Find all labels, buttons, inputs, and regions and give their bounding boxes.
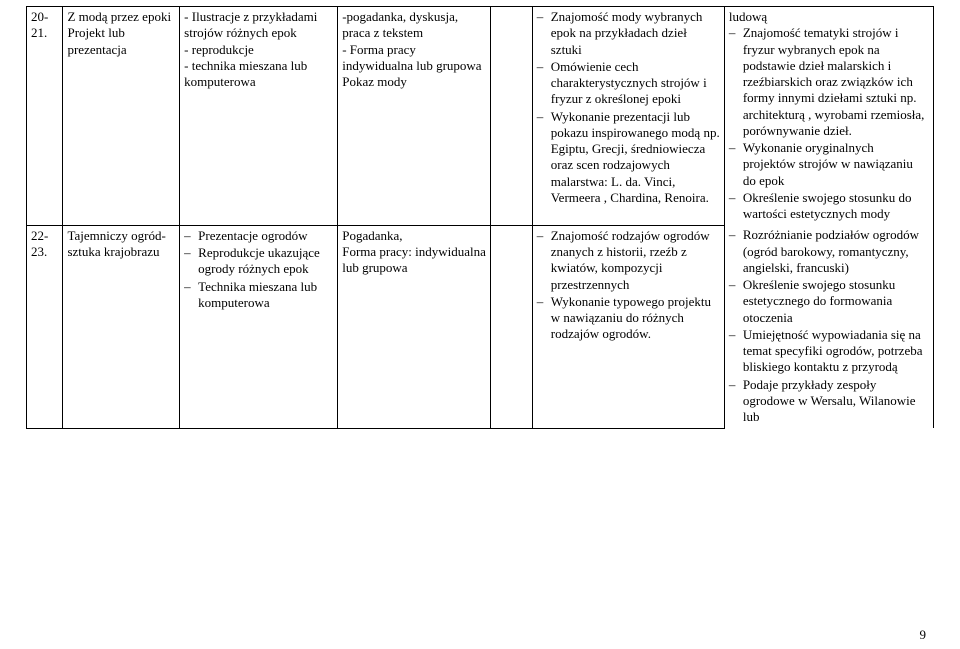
topic-text: Tajemniczy ogród- sztuka krajobrazu: [67, 228, 175, 261]
list-item: Określenie swojego stosunku estetycznego…: [729, 277, 929, 326]
list-item: Podaje przykłady zespoły ogrodowe w Wers…: [729, 377, 929, 426]
topic-text: Z modą przez epokiProjekt lub prezentacj…: [67, 9, 175, 58]
ext-list: Rozróżnianie podziałów ogrodów (ogród ba…: [729, 227, 929, 425]
cell-hours: [491, 225, 532, 428]
list-item: Znajomość tematyki strojów i fryzur wybr…: [729, 25, 929, 139]
cell-basic: Znajomość mody wybranych epok na przykła…: [532, 7, 724, 226]
page-number: 9: [920, 627, 927, 643]
page: 20-21. Z modą przez epokiProjekt lub pre…: [0, 0, 960, 649]
curriculum-table: 20-21. Z modą przez epokiProjekt lub pre…: [26, 6, 934, 429]
cell-num: 22-23.: [27, 225, 63, 428]
ext-pre: ludową: [729, 9, 929, 25]
list-item: Wykonanie typowego projektu w nawiązaniu…: [537, 294, 720, 343]
basic-list: Znajomość mody wybranych epok na przykła…: [537, 9, 720, 206]
cell-materials: - Ilustracje z przykładami strojów różny…: [180, 7, 338, 226]
list-item: Prezentacje ogrodów: [184, 228, 333, 244]
cell-topic: Z modą przez epokiProjekt lub prezentacj…: [63, 7, 180, 226]
ext-list: Znajomość tematyki strojów i fryzur wybr…: [729, 25, 929, 222]
table-row: 20-21. Z modą przez epokiProjekt lub pre…: [27, 7, 934, 226]
list-item: Znajomość rodzajów ogrodów znanych z his…: [537, 228, 720, 293]
list-item: Rozróżnianie podziałów ogrodów (ogród ba…: [729, 227, 929, 276]
list-item: Omówienie cech charakterystycznych stroj…: [537, 59, 720, 108]
list-item: Reprodukcje ukazujące ogrody różnych epo…: [184, 245, 333, 278]
basic-list: Znajomość rodzajów ogrodów znanych z his…: [537, 228, 720, 343]
materials-list: Prezentacje ogrodówReprodukcje ukazujące…: [184, 228, 333, 311]
list-item: Wykonanie oryginalnych projektów strojów…: [729, 140, 929, 189]
cell-num: 20-21.: [27, 7, 63, 226]
table-row: 22-23. Tajemniczy ogród- sztuka krajobra…: [27, 225, 934, 428]
methods-text: Pogadanka,Forma pracy: indywidualna lub …: [342, 228, 486, 277]
cell-ext: ludową Znajomość tematyki strojów i fryz…: [724, 7, 933, 226]
list-item: Umiejętność wypowiadania się na temat sp…: [729, 327, 929, 376]
cell-topic: Tajemniczy ogród- sztuka krajobrazu: [63, 225, 180, 428]
cell-methods: Pogadanka,Forma pracy: indywidualna lub …: [338, 225, 491, 428]
cell-methods: -pogadanka, dyskusja, praca z tekstem- F…: [338, 7, 491, 226]
cell-hours: [491, 7, 532, 226]
cell-basic: Znajomość rodzajów ogrodów znanych z his…: [532, 225, 724, 428]
list-item: Wykonanie prezentacji lub pokazu inspiro…: [537, 109, 720, 207]
list-item: Określenie swojego stosunku do wartości …: [729, 190, 929, 223]
list-item: Znajomość mody wybranych epok na przykła…: [537, 9, 720, 58]
list-item: Technika mieszana lub komputerowa: [184, 279, 333, 312]
cell-ext: Rozróżnianie podziałów ogrodów (ogród ba…: [724, 225, 933, 428]
materials-text: - Ilustracje z przykładami strojów różny…: [184, 9, 333, 90]
methods-text: -pogadanka, dyskusja, praca z tekstem- F…: [342, 9, 486, 90]
cell-materials: Prezentacje ogrodówReprodukcje ukazujące…: [180, 225, 338, 428]
